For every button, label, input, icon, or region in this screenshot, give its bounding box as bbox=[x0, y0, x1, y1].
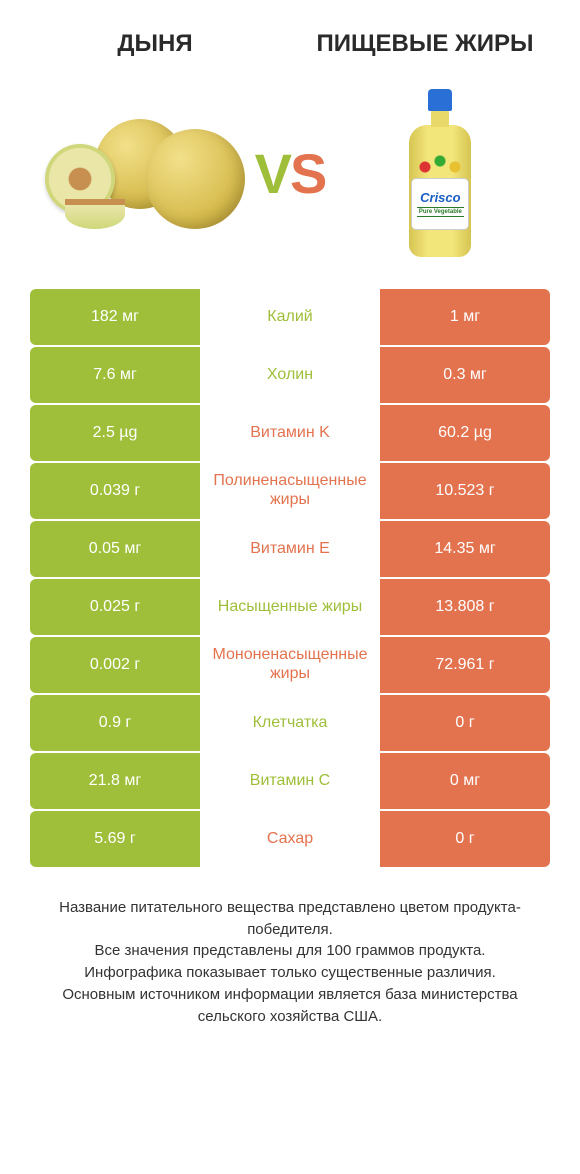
right-value-cell: 1 мг bbox=[380, 289, 550, 345]
header: ДЫНЯ ПИЩЕВЫЕ ЖИРЫ bbox=[0, 0, 580, 69]
nutrient-name-cell: Насыщенные жиры bbox=[200, 579, 380, 635]
nutrient-table: 182 мгКалий1 мг7.6 мгХолин0.3 мг2.5 µgВи… bbox=[30, 289, 550, 867]
right-value-cell: 0.3 мг bbox=[380, 347, 550, 403]
nutrient-name-cell: Витамин C bbox=[200, 753, 380, 809]
table-row: 0.05 мгВитамин E14.35 мг bbox=[30, 521, 550, 577]
right-value-cell: 60.2 µg bbox=[380, 405, 550, 461]
right-product-image: Crisco Pure Vegetable bbox=[345, 89, 535, 259]
melon-icon bbox=[145, 129, 245, 229]
table-row: 7.6 мгХолин0.3 мг bbox=[30, 347, 550, 403]
vs-v: V bbox=[255, 142, 290, 205]
bottle-label: Crisco Pure Vegetable bbox=[412, 179, 468, 229]
images-row: VS Crisco Pure Vegetable bbox=[0, 69, 580, 289]
right-value-cell: 14.35 мг bbox=[380, 521, 550, 577]
right-value-cell: 13.808 г bbox=[380, 579, 550, 635]
left-value-cell: 0.05 мг bbox=[30, 521, 200, 577]
table-row: 0.9 гКлетчатка0 г bbox=[30, 695, 550, 751]
right-value-cell: 0 г bbox=[380, 695, 550, 751]
table-row: 0.025 гНасыщенные жиры13.808 г bbox=[30, 579, 550, 635]
table-row: 0.039 гПолиненасыщенные жиры10.523 г bbox=[30, 463, 550, 519]
bottle-subtext: Pure Vegetable bbox=[417, 207, 464, 217]
footer-line: Все значения представлены для 100 граммо… bbox=[30, 940, 550, 962]
nutrient-name-cell: Калий bbox=[200, 289, 380, 345]
left-value-cell: 5.69 г bbox=[30, 811, 200, 867]
vs-s: S bbox=[290, 142, 325, 205]
bottle-brand: Crisco bbox=[420, 190, 460, 205]
left-value-cell: 0.002 г bbox=[30, 637, 200, 693]
right-product-title: ПИЩЕВЫЕ ЖИРЫ bbox=[304, 30, 547, 59]
bottle-vegetables-icon bbox=[415, 149, 465, 179]
left-product-title: ДЫНЯ bbox=[34, 30, 277, 59]
left-value-cell: 182 мг bbox=[30, 289, 200, 345]
left-product-image bbox=[45, 89, 235, 259]
table-row: 0.002 гМононенасыщенные жиры72.961 г bbox=[30, 637, 550, 693]
table-row: 5.69 гСахар0 г bbox=[30, 811, 550, 867]
bottle-neck-icon bbox=[431, 109, 449, 127]
right-value-cell: 0 г bbox=[380, 811, 550, 867]
footer-line: Инфографика показывает только существенн… bbox=[30, 962, 550, 984]
left-value-cell: 2.5 µg bbox=[30, 405, 200, 461]
right-value-cell: 10.523 г bbox=[380, 463, 550, 519]
right-value-cell: 0 мг bbox=[380, 753, 550, 809]
nutrient-name-cell: Витамин E bbox=[200, 521, 380, 577]
left-value-cell: 21.8 мг bbox=[30, 753, 200, 809]
table-row: 2.5 µgВитамин K60.2 µg bbox=[30, 405, 550, 461]
footer-notes: Название питательного вещества представл… bbox=[30, 897, 550, 1028]
bottle-cap-icon bbox=[428, 89, 452, 111]
footer-line: Название питательного вещества представл… bbox=[30, 897, 550, 941]
right-value-cell: 72.961 г bbox=[380, 637, 550, 693]
table-row: 182 мгКалий1 мг bbox=[30, 289, 550, 345]
left-value-cell: 0.039 г bbox=[30, 463, 200, 519]
nutrient-name-cell: Мононенасыщенные жиры bbox=[200, 637, 380, 693]
left-value-cell: 7.6 мг bbox=[30, 347, 200, 403]
vs-label: VS bbox=[255, 141, 326, 206]
left-value-cell: 0.9 г bbox=[30, 695, 200, 751]
table-row: 21.8 мгВитамин C0 мг bbox=[30, 753, 550, 809]
nutrient-name-cell: Клетчатка bbox=[200, 695, 380, 751]
footer-line: Основным источником информации является … bbox=[30, 984, 550, 1028]
melon-wedge-icon bbox=[65, 199, 125, 229]
nutrient-name-cell: Холин bbox=[200, 347, 380, 403]
nutrient-name-cell: Сахар bbox=[200, 811, 380, 867]
left-value-cell: 0.025 г bbox=[30, 579, 200, 635]
nutrient-name-cell: Полиненасыщенные жиры bbox=[200, 463, 380, 519]
nutrient-name-cell: Витамин K bbox=[200, 405, 380, 461]
